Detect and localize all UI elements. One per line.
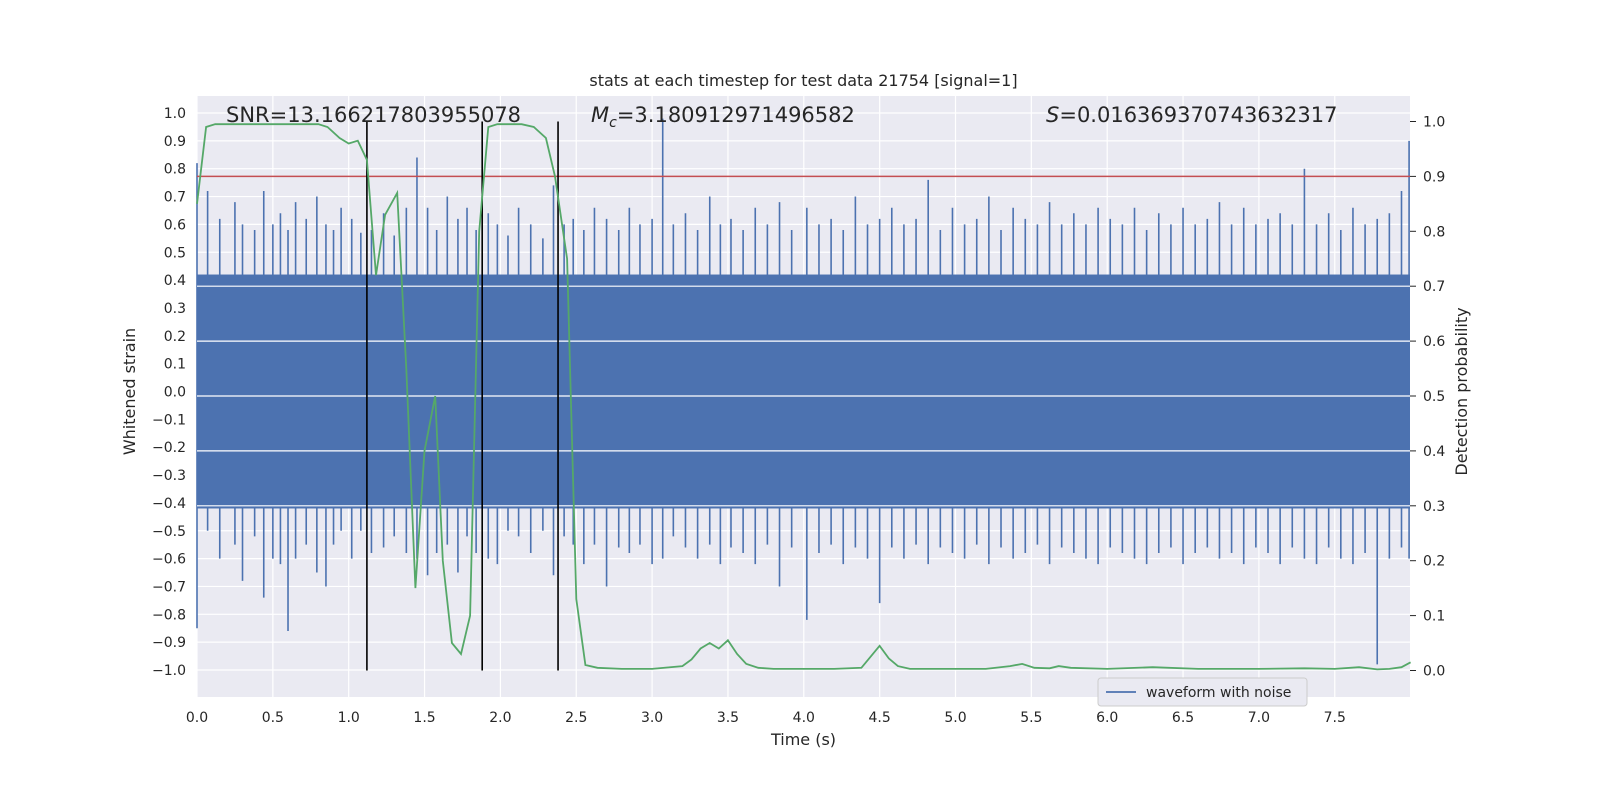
legend: waveform with noise [1097,677,1308,707]
y-tick-label: −0.2 [152,440,186,456]
x-tick-label: 4.0 [793,710,815,726]
y2-tick-label: 0.1 [1423,609,1445,625]
x-tick-label: 1.0 [338,710,360,726]
event-lines [366,121,559,671]
legend-box [1097,677,1308,707]
y-tick-label: 0.3 [164,301,186,317]
waveform-core-band [197,274,1410,509]
y-tick-label: 0.5 [164,245,186,261]
y-tick-label: 0.4 [164,273,186,289]
x-tick-label: 6.5 [1172,710,1194,726]
y2-tick-label: 0.7 [1423,279,1445,295]
y-tick-label: −1.0 [152,663,186,679]
y-tick-label: −0.7 [152,579,186,595]
chart-title: stats at each timestep for test data 217… [589,71,1017,90]
s-symbol: S [1046,103,1059,127]
y-tick-label: −0.4 [152,496,186,512]
x-tick-label: 4.5 [869,710,891,726]
y-tick-label: 0.8 [164,162,186,178]
y2-tick-label: 0.3 [1423,499,1445,515]
y-tick-label: 0.1 [164,357,186,373]
y-tick-label: 0.0 [164,385,186,401]
x-tick-label: 5.5 [1020,710,1042,726]
y2-tick-label: 0.9 [1423,169,1445,185]
y-tick-label: −0.5 [152,524,186,540]
y-tick-label: 0.6 [164,217,186,233]
detection-probability-series [196,123,1412,671]
y-tick-label: 0.9 [164,134,186,150]
y-tick-label: 0.2 [164,329,186,345]
y2-tick-label: 0.2 [1423,554,1445,570]
waveform-series [196,118,1410,665]
mc-value: =3.180912971496582 [617,103,855,127]
s-value: =0.016369370743632317 [1059,103,1337,127]
x-tick-label: 0.5 [262,710,284,726]
x-tick-label: 2.0 [489,710,511,726]
legend-label: waveform with noise [1146,685,1291,701]
y2-tick-label: 0.6 [1423,334,1445,350]
mc-subscript: c [609,115,617,131]
x-tick-label: 7.0 [1248,710,1270,726]
y-tick-label: 0.7 [164,190,186,206]
y-tick-label: 1.0 [164,106,186,122]
y-axis-ticks: 1.0 0.9 0.8 0.7 0.6 0.5 0.4 0.3 0.2 0.1 0.0 −0.1 −0.… [152,106,186,679]
x-tick-label: 5.0 [944,710,966,726]
snr-annotation: SNR=13.166217803955078 [226,103,521,127]
x-tick-label: 7.5 [1324,710,1346,726]
y2-tick-label: 1.0 [1423,115,1445,131]
y2-axis-label: Detection probability [1452,307,1471,475]
y2-tick-label: 0.8 [1423,224,1445,240]
y-tick-label: −0.9 [152,635,186,651]
x-tick-label: 1.5 [413,710,435,726]
x-tick-label: 3.0 [641,710,663,726]
y2-axis-ticks: 1.0 0.9 0.8 0.7 0.6 0.5 0.4 0.3 0.2 0.1 0.0 [1410,115,1445,680]
chirp-mass-annotation: Mc=3.180912971496582 [591,103,855,131]
y2-tick-label: 0.4 [1423,444,1445,460]
mc-symbol: M [591,103,609,127]
x-tick-label: 2.5 [565,710,587,726]
x-tick-label: 3.5 [717,710,739,726]
y-tick-label: −0.6 [152,552,186,568]
y2-tick-label: 0.5 [1423,389,1445,405]
probability-curve [196,123,1412,671]
x-axis-label: Time (s) [770,730,836,749]
y-tick-label: −0.8 [152,607,186,623]
x-tick-label: 6.0 [1096,710,1118,726]
y-axis-label: Whitened strain [120,328,139,455]
x-tick-label: 0.0 [186,710,208,726]
s-annotation: S=0.016369370743632317 [1046,103,1337,127]
y-tick-label: −0.3 [152,468,186,484]
y2-tick-label: 0.0 [1423,664,1445,680]
x-axis-ticks: 0.0 0.5 1.0 1.5 2.0 2.5 3.0 3.5 4.0 4.5 5.0 5.5 6.0 6… [186,710,1346,726]
y-tick-label: −0.1 [152,412,186,428]
